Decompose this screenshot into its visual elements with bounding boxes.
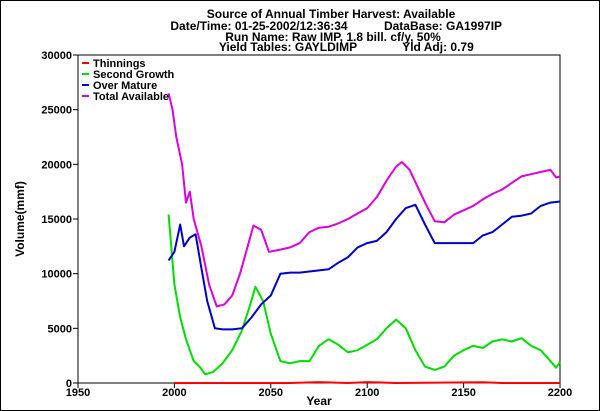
y-tick-label: 0 [66,378,72,390]
legend-label-total-available: Total Available [93,91,169,103]
y-tick-label: 30000 [41,50,72,62]
legend-label-thinnings: Thinnings [93,58,146,70]
legend-label-over-mature: Over Mature [93,80,157,92]
y-tick-label: 25000 [41,105,72,117]
subtitle-datetime: Date/Time: 01-25-2002/12:36:34 [170,19,348,33]
series-line-thinnings [174,381,560,384]
subtitle-run-name: Run Name: Raw IMP, 1.8 bill. cf/y, 50% [225,30,441,44]
series-line-second-growth [167,214,561,376]
subtitle-yield-tables: Yield Tables: GAYLDIMP [219,40,357,54]
chart-title: Source of Annual Timber Harvest: Availab… [207,7,456,21]
x-tick-label: 2100 [355,387,379,399]
plot-area [77,54,561,384]
subtitle-database: DataBase: GA1997IP [384,19,502,33]
x-tick-label: 2200 [548,387,572,399]
y-axis-label: Volume(mmf) [13,181,27,257]
series-line-over-mature [167,200,561,331]
series-line-total-available [167,93,561,308]
x-axis-label: Year [306,394,332,408]
y-tick-label: 20000 [41,159,72,171]
x-tick-label: 2050 [259,387,283,399]
subtitle-yield-adj: Yld Adj: 0.79 [402,40,474,54]
y-tick-label: 5000 [48,323,72,335]
y-tick-label: 10000 [41,269,72,281]
legend-label-second-growth: Second Growth [93,69,175,81]
y-tick-label: 15000 [41,214,72,226]
axes: 1950 2000 2050 2100 2150 2200 0 5000 10000 15000 2… [41,50,572,399]
x-tick-label: 2000 [162,387,186,399]
x-tick-label: 1950 [66,387,90,399]
series-lines [167,93,561,384]
x-tick-label: 2150 [451,387,475,399]
